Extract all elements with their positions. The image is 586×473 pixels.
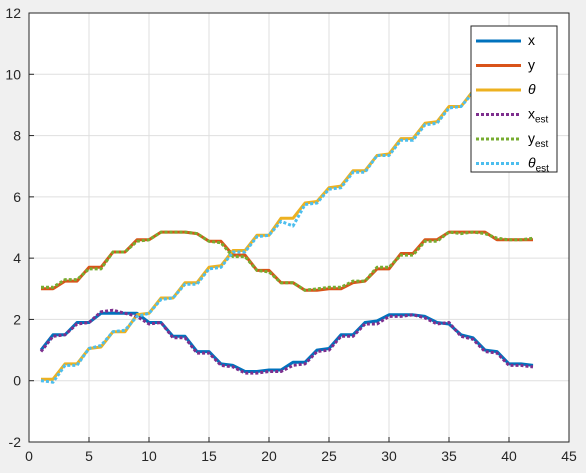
x-tick-label: 35 — [441, 448, 457, 464]
series-line-x-est — [39, 308, 534, 375]
legend-label-subscript: est — [535, 115, 549, 126]
y-tick-label: 12 — [5, 5, 21, 21]
x-tick-label: 0 — [25, 448, 33, 464]
legend-label: y — [528, 57, 535, 73]
plot-frame — [28, 12, 570, 443]
legend-label: x — [528, 32, 535, 48]
legend-label-name: θ — [528, 155, 536, 171]
legend-label: θest — [528, 155, 549, 175]
x-tick-label: 5 — [85, 448, 93, 464]
y-tick-label: 0 — [13, 373, 21, 389]
series-line-θ-est — [40, 57, 534, 384]
x-tick-label: 15 — [201, 448, 217, 464]
y-tick-label: 2 — [13, 311, 21, 327]
x-tick-label: 10 — [141, 448, 157, 464]
y-tick-label: 8 — [13, 128, 21, 144]
y-tick-label: -2 — [9, 434, 22, 450]
legend-label-name: θ — [528, 81, 536, 97]
legend-label-subscript: est — [536, 164, 550, 175]
legend-box — [470, 25, 558, 173]
y-tick-label: 6 — [13, 189, 21, 205]
legend-label-name: y — [528, 57, 535, 73]
y-tick-label: 4 — [13, 250, 21, 266]
series-layer — [39, 57, 534, 384]
legend-label-subscript: est — [535, 139, 549, 150]
legend-label: θ — [528, 81, 536, 97]
x-tick-label: 20 — [261, 448, 277, 464]
legend-label-name: x — [528, 106, 535, 122]
legend-label: yest — [528, 130, 549, 150]
x-tick-label: 40 — [501, 448, 517, 464]
legend-label-name: x — [528, 32, 535, 48]
series-line-y-est — [41, 230, 534, 292]
x-tick-label: 25 — [321, 448, 337, 464]
x-tick-label: 30 — [381, 448, 397, 464]
legend-label-name: y — [528, 130, 535, 146]
y-tick-label: 10 — [5, 66, 21, 82]
legend-label: xest — [528, 106, 549, 126]
x-tick-label: 45 — [561, 448, 577, 464]
